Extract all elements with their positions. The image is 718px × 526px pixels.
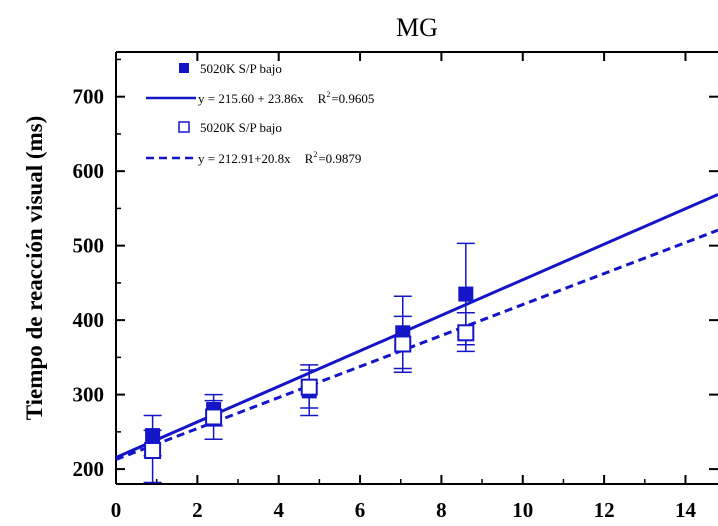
legend-fit-equation: y = 215.60 + 23.86x — [198, 91, 304, 106]
x-tick-label: 2 — [192, 498, 203, 522]
legend-marker-open — [178, 121, 190, 133]
legend-series-name: 5020K S/P bajo — [200, 120, 282, 135]
data-point-filled — [145, 428, 161, 444]
legend-marker-filled — [179, 63, 189, 73]
data-point-open — [144, 441, 162, 459]
legend-r2-value: =0.9605 — [331, 91, 374, 106]
y-tick-label: 600 — [73, 159, 105, 183]
legend-fit-equation: y = 212.91+20.8x — [198, 151, 291, 166]
y-axis-label: Tiempo de reacción visual (ms) — [22, 116, 47, 421]
error-bars — [143, 242, 475, 484]
y-tick-label: 700 — [73, 85, 105, 109]
x-tick-label: 0 — [111, 498, 122, 522]
data-point-open — [394, 335, 412, 353]
legend-r2-superscript: 2 — [313, 150, 317, 159]
legend-r2-symbol: R — [318, 91, 327, 106]
data-point-open — [205, 408, 223, 426]
x-tick-label: 8 — [436, 498, 447, 522]
data-point-open — [300, 378, 318, 396]
y-tick-label: 300 — [73, 383, 105, 407]
y-tick-label: 200 — [73, 457, 105, 481]
axes: 200 300 400 500 600 700 0 2 4 6 8 10 12 14 — [73, 51, 718, 522]
chart-title: MG — [396, 13, 438, 42]
x-tick-label: 12 — [594, 498, 615, 522]
data-point-open — [457, 324, 475, 342]
legend-r2-value: =0.9879 — [318, 151, 361, 166]
x-tick-label: 14 — [675, 498, 697, 522]
y-tick-label: 500 — [73, 234, 105, 258]
legend-r2-superscript: 2 — [326, 90, 330, 99]
y-tick-label: 400 — [73, 308, 105, 332]
data-point-filled — [458, 286, 474, 302]
x-tick-label: 4 — [273, 498, 284, 522]
x-tick-label: 6 — [355, 498, 366, 522]
data-markers — [144, 286, 475, 459]
legend-r2-symbol: R — [305, 151, 314, 166]
legend-series-name: 5020K S/P bajo — [200, 61, 282, 76]
x-tick-label: 10 — [512, 498, 533, 522]
